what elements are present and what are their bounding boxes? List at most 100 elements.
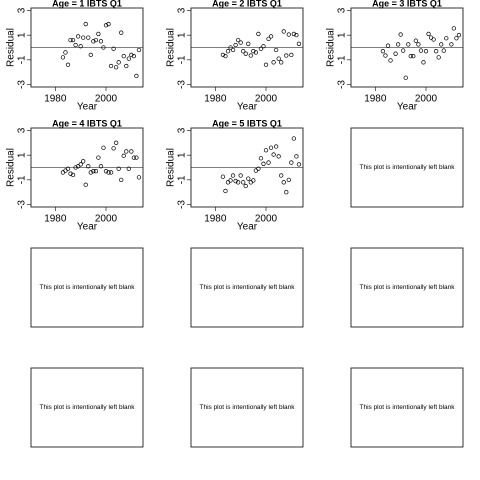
point — [411, 53, 416, 59]
point — [246, 176, 251, 181]
x-tick-label: 1980 — [44, 94, 67, 105]
point — [449, 42, 454, 47]
point — [248, 180, 253, 185]
point — [456, 33, 462, 38]
point — [220, 52, 226, 58]
y-axis-label: Residual — [6, 28, 17, 67]
point — [271, 60, 276, 65]
point — [256, 31, 261, 37]
point — [393, 51, 398, 56]
point — [238, 40, 243, 45]
point — [86, 164, 91, 169]
point — [103, 23, 109, 28]
point — [113, 65, 119, 70]
point — [403, 75, 408, 80]
point — [131, 53, 137, 59]
point — [131, 155, 137, 160]
point — [116, 166, 121, 171]
point — [116, 60, 121, 65]
x-tick-label: 2000 — [255, 94, 278, 105]
point — [281, 180, 286, 185]
point — [75, 34, 81, 39]
y-axis-label: Residual — [166, 28, 177, 67]
x-tick-label: 1980 — [204, 94, 227, 105]
point — [98, 39, 104, 44]
point — [70, 37, 76, 43]
panel-title: Age = 2 IBTS Q1 — [212, 0, 282, 8]
x-axis-label: Year — [77, 102, 98, 113]
point — [256, 166, 261, 171]
point — [276, 56, 281, 61]
point — [136, 47, 142, 53]
point — [78, 44, 83, 49]
x-tick-label: 1980 — [364, 94, 387, 105]
y-tick-label: 3 — [177, 127, 188, 133]
blank-note: This plot is intentionally left blank — [359, 284, 455, 291]
point — [223, 53, 228, 59]
y-tick-label: -1 — [17, 55, 28, 64]
point — [91, 169, 96, 174]
y-tick-label: -1 — [177, 55, 188, 64]
point — [296, 41, 302, 46]
blank-note: This plot is intentionally left blank — [199, 404, 295, 411]
y-tick-label: -3 — [177, 200, 188, 209]
point — [268, 145, 274, 150]
blank-note: This plot is intentionally left blank — [359, 164, 455, 171]
point — [233, 178, 238, 184]
point — [444, 36, 449, 41]
y-tick-label: 1 — [17, 152, 28, 158]
point — [108, 170, 114, 175]
point — [111, 46, 116, 51]
point — [223, 188, 228, 194]
y-tick-label: 3 — [177, 7, 188, 13]
point — [243, 51, 248, 56]
point — [96, 31, 101, 37]
panel-title: Age = 1 IBTS Q1 — [52, 0, 122, 8]
point — [70, 172, 76, 178]
panel-title: Age = 5 IBTS Q1 — [212, 118, 282, 128]
point — [406, 42, 411, 47]
point — [83, 182, 88, 187]
y-tick-label: 3 — [337, 7, 348, 13]
point — [124, 63, 129, 69]
point — [81, 35, 86, 40]
point — [273, 144, 279, 149]
point — [398, 32, 403, 37]
point — [65, 62, 71, 67]
point — [423, 49, 429, 54]
point — [428, 35, 434, 40]
point — [106, 170, 111, 175]
point — [68, 37, 73, 43]
y-tick-label: 1 — [177, 152, 188, 158]
point — [220, 174, 226, 179]
point — [134, 155, 139, 160]
y-tick-label: 1 — [337, 32, 348, 38]
point — [289, 52, 294, 58]
blank-panel — [350, 247, 464, 328]
point — [266, 36, 271, 42]
blank-note: This plot is intentionally left blank — [39, 284, 135, 291]
point — [103, 169, 109, 174]
point — [129, 52, 134, 58]
point — [251, 178, 256, 183]
point — [108, 63, 114, 69]
point — [136, 175, 142, 180]
point — [73, 165, 78, 170]
point — [454, 36, 459, 41]
point — [258, 46, 264, 51]
point — [111, 146, 116, 151]
blank-note: This plot is intentionally left blank — [359, 404, 455, 411]
point — [431, 37, 436, 42]
point — [258, 156, 264, 161]
x-axis-label: Year — [237, 102, 258, 113]
x-tick-label: 2000 — [95, 214, 118, 225]
blank-panel — [30, 367, 144, 448]
y-tick-label: 3 — [17, 127, 28, 133]
point — [266, 160, 271, 165]
y-tick-label: -3 — [177, 80, 188, 89]
point — [380, 49, 386, 54]
point — [261, 44, 266, 49]
point — [451, 26, 457, 31]
y-axis-label: Residual — [166, 148, 177, 187]
point — [408, 53, 413, 59]
